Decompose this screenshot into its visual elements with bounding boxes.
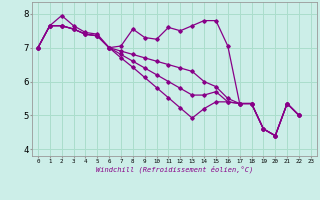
X-axis label: Windchill (Refroidissement éolien,°C): Windchill (Refroidissement éolien,°C) bbox=[96, 166, 253, 173]
